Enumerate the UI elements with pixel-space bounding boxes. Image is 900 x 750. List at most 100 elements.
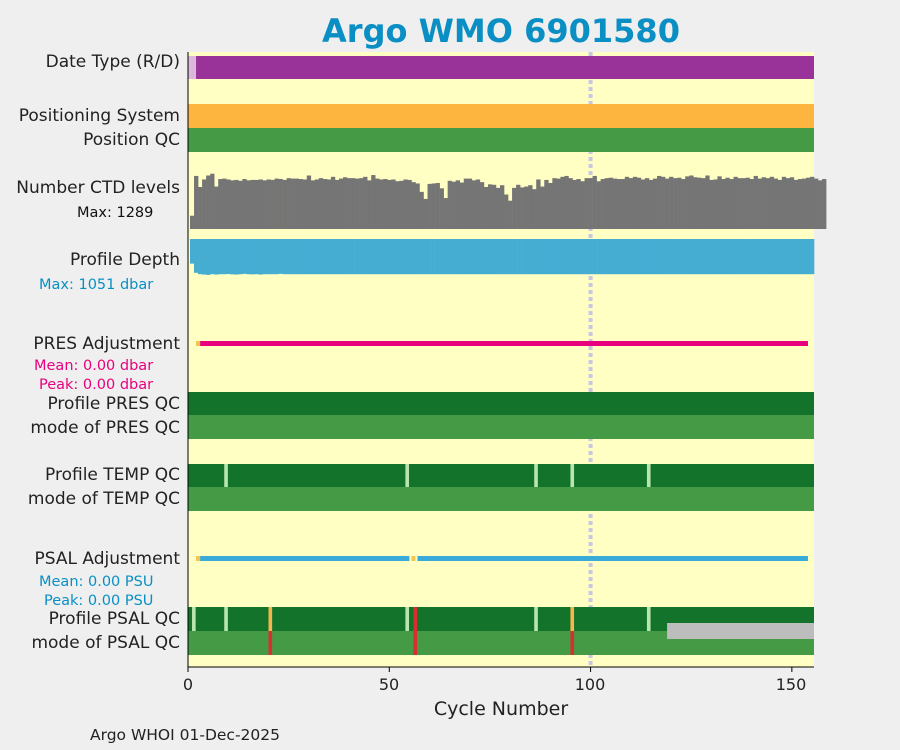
- label-profile-pres-qc: Profile PRES QC: [47, 394, 180, 414]
- profile-depth-bar: [701, 239, 706, 275]
- position-qc-bar: [188, 128, 814, 152]
- mode-temp-qc-bar: [188, 487, 814, 511]
- profile-depth-bar: [781, 239, 787, 275]
- ctd-level-bar: [681, 179, 686, 229]
- ctd-level-bar: [479, 182, 485, 229]
- ctd-level-bar: [234, 179, 239, 229]
- ctd-level-bar: [576, 179, 581, 229]
- ctd-level-bar: [431, 183, 436, 229]
- ctd-level-bar: [226, 179, 231, 229]
- profile-depth-bar: [749, 239, 754, 275]
- profile-depth-bar: [206, 239, 211, 275]
- psal-adjustment-start-marker: [196, 556, 201, 561]
- profile-depth-bar: [624, 239, 630, 275]
- profile-depth-bar: [483, 239, 489, 275]
- ctd-level-bar: [717, 176, 722, 229]
- profile-depth-bar: [713, 239, 718, 275]
- ctd-level-bar: [435, 183, 440, 229]
- profile-depth-bar: [504, 239, 509, 275]
- ctd-level-bar: [306, 175, 312, 229]
- ctd-level-bar: [689, 175, 694, 229]
- label-mode-psal-qc: mode of PSAL QC: [31, 633, 180, 653]
- profile-depth-bar: [652, 239, 658, 275]
- ctd-level-bar: [620, 179, 626, 229]
- profile-depth-bar: [242, 239, 247, 274]
- profile-depth-bar: [793, 239, 799, 275]
- profile-depth-bar: [769, 239, 775, 275]
- ctd-level-bar: [552, 178, 557, 229]
- ctd-level-bar: [322, 179, 328, 229]
- ctd-level-bar: [604, 178, 609, 229]
- profile-psal-qc-gap: [405, 607, 410, 631]
- profile-depth-bar: [805, 239, 811, 275]
- profile-depth-bar: [596, 239, 601, 275]
- profile-depth-bar: [294, 239, 300, 275]
- ctd-level-bar: [447, 180, 452, 229]
- profile-depth-bar: [455, 239, 461, 275]
- profile-depth-bar: [588, 239, 593, 275]
- profile-depth-bar: [298, 239, 304, 275]
- profile-depth-bar: [616, 239, 622, 275]
- profile-depth-bar: [532, 239, 537, 275]
- profile-depth-bar: [475, 239, 481, 275]
- ctd-level-bar: [383, 179, 388, 229]
- profile-depth-bar: [459, 239, 465, 275]
- ctd-level-bar: [665, 178, 670, 229]
- ctd-level-bar: [222, 178, 227, 229]
- ctd-level-bar: [459, 182, 465, 229]
- profile-depth-bar: [757, 239, 762, 275]
- ctd-level-bar: [612, 178, 618, 229]
- ctd-level-bar: [636, 177, 642, 229]
- ctd-level-bar: [419, 191, 424, 229]
- ctd-level-bar: [584, 178, 589, 229]
- ctd-level-bar: [773, 178, 779, 229]
- profile-depth-bar: [411, 239, 416, 275]
- ctd-level-bar: [258, 179, 263, 229]
- profile-depth-bar: [644, 239, 650, 275]
- ctd-level-bar: [713, 179, 718, 229]
- ctd-level-bar: [705, 175, 710, 229]
- profile-depth-bar: [351, 239, 356, 275]
- profile-depth-bar: [564, 239, 569, 275]
- profile-temp-qc-gap: [570, 464, 575, 487]
- ctd-level-bar: [741, 178, 746, 229]
- profile-depth-bar: [286, 239, 291, 275]
- label-data-type: Date Type (R/D): [45, 52, 180, 72]
- profile-depth-bar: [318, 239, 324, 275]
- ctd-level-bar: [733, 176, 738, 229]
- mode-psal-qc-red: [268, 631, 273, 655]
- ctd-level-bar: [673, 178, 678, 229]
- ctd-level-bar: [395, 181, 400, 229]
- ctd-level-bar: [540, 186, 545, 229]
- profile-depth-bar: [290, 239, 295, 275]
- profile-depth-bar: [246, 239, 251, 275]
- ctd-level-bar: [797, 179, 803, 229]
- ctd-level-bar: [725, 177, 730, 229]
- profile-depth-bar: [363, 239, 368, 275]
- ctd-level-bar: [685, 176, 690, 229]
- psal-peak-text: Peak: 0.00 PSU: [44, 593, 154, 609]
- ctd-level-bar: [334, 179, 340, 229]
- ctd-level-bar: [387, 179, 392, 229]
- ctd-level-bar: [206, 175, 211, 229]
- ctd-level-bar: [326, 179, 332, 229]
- ctd-level-bar: [761, 177, 766, 229]
- ctd-level-bar: [471, 180, 477, 229]
- profile-depth-bar: [451, 239, 457, 275]
- ctd-level-bar: [560, 176, 565, 229]
- profile-depth-bar: [512, 239, 517, 275]
- ctd-level-bar: [282, 179, 287, 229]
- profile-temp-qc-gap: [405, 464, 410, 487]
- ctd-level-bar: [371, 175, 376, 229]
- profile-psal-qc-orange: [570, 607, 575, 631]
- ctd-level-bar: [190, 215, 195, 229]
- profile-depth-bar: [306, 239, 312, 275]
- ctd-level-bar: [274, 178, 279, 229]
- ctd-level-bar: [194, 175, 199, 229]
- profile-depth-bar: [705, 239, 710, 275]
- profile-depth-bar: [383, 239, 388, 275]
- ctd-level-bar: [588, 178, 593, 229]
- ctd-level-bar: [765, 178, 771, 229]
- ctd-level-bar: [338, 178, 344, 229]
